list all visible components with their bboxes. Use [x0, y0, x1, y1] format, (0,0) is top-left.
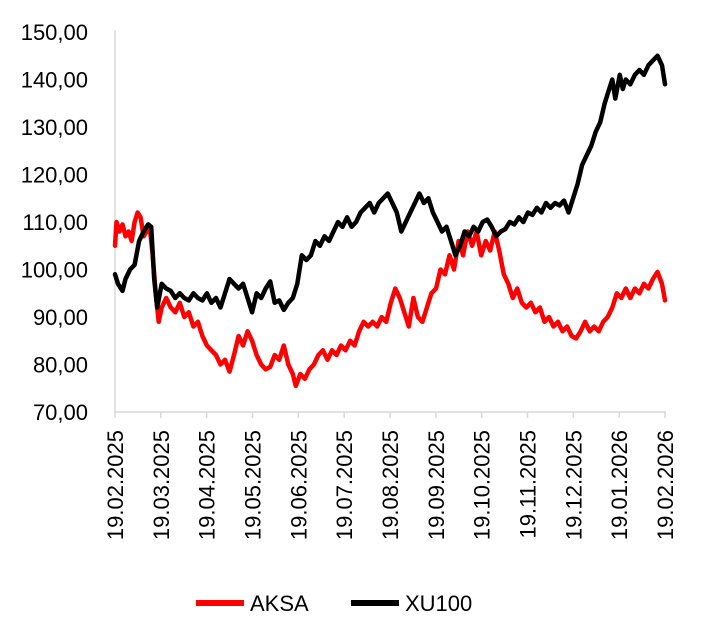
y-tick-label: 110,00 — [22, 210, 88, 235]
series-layer — [112, 53, 668, 389]
legend: AKSA XU100 — [196, 591, 472, 616]
legend-label-aksa: AKSA — [250, 591, 309, 616]
y-tick-label: 130,00 — [21, 115, 88, 140]
y-tick-label: 120,00 — [21, 163, 88, 188]
series-line-xu100 — [112, 53, 668, 315]
x-tick-label: 19.06.2025 — [286, 430, 311, 540]
y-tick-label: 100,00 — [21, 258, 88, 283]
y-tick-label: 70,00 — [33, 400, 88, 425]
x-axis-ticks: 19.02.2025 19.03.2025 19.04.2025 19.05.2025… — [103, 412, 678, 540]
y-tick-label: 80,00 — [33, 353, 88, 378]
x-tick-label: 19.05.2025 — [241, 430, 266, 540]
legend-label-xu100: XU100 — [405, 591, 472, 616]
y-tick-label: 150,00 — [21, 20, 88, 45]
x-tick-label: 19.01.2026 — [607, 430, 632, 540]
x-tick-label: 19.04.2025 — [195, 430, 220, 540]
y-tick-label: 90,00 — [33, 305, 88, 330]
x-tick-label: 19.03.2025 — [149, 430, 174, 540]
y-tick-label: 140,00 — [21, 68, 88, 93]
x-tick-label: 19.02.2026 — [653, 430, 678, 540]
series-line-aksa — [112, 210, 668, 389]
axes — [114, 30, 666, 413]
x-tick-label: 19.10.2025 — [470, 430, 495, 540]
x-tick-label: 19.02.2025 — [103, 430, 128, 540]
x-tick-label: 19.07.2025 — [332, 430, 357, 540]
x-tick-label: 19.11.2025 — [516, 430, 541, 538]
y-axis-ticks: 70,00 80,00 90,00 100,00 110,00 120,00 130,00 1… — [21, 20, 88, 425]
x-tick-label: 19.12.2025 — [561, 430, 586, 540]
x-tick-label: 19.08.2025 — [378, 430, 403, 540]
x-tick-label: 19.09.2025 — [424, 430, 449, 540]
